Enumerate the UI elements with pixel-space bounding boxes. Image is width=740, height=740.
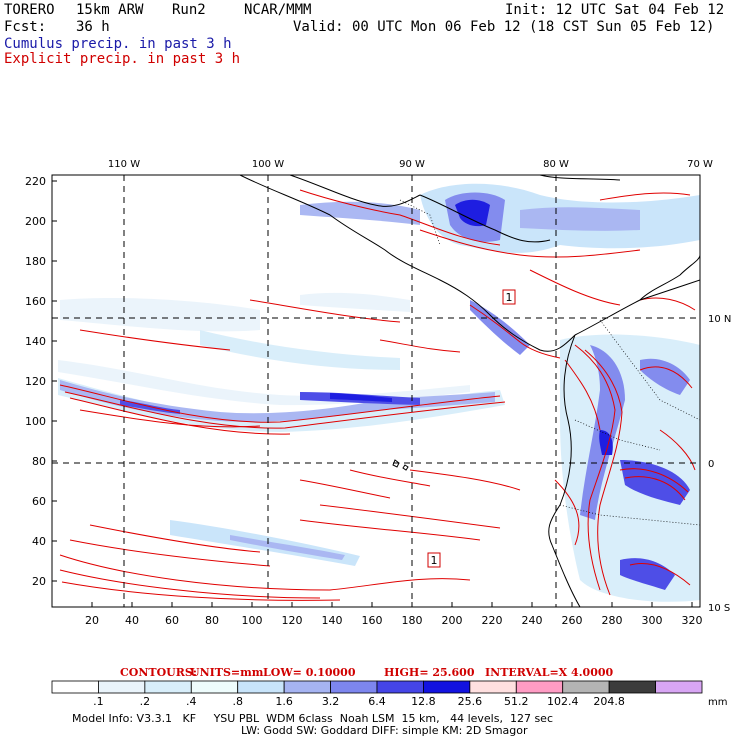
svg-text:110 W: 110 W [108,159,140,170]
x-tick-label: 40 [125,614,139,627]
colorbar-swatch [608,680,656,694]
svg-text:1: 1 [431,554,438,567]
y-tick-label: 20 [32,575,46,588]
lat-labels: 10 N 0 10 S [708,314,731,614]
x-tick-label: 280 [602,614,623,627]
x-tick-label: 140 [322,614,343,627]
svg-text:100 W: 100 W [252,159,284,170]
x-tick-label: 320 [682,614,703,627]
colorbar-swatch [190,680,239,694]
y-axis: 220 200 180 160 140 120 100 80 60 40 20 [25,175,57,588]
x-tick-label: 20 [85,614,99,627]
footer-model-info: Model Info: V3.3.1 KF YSU PBL WDM 6class… [72,712,553,725]
colorbar-swatch [562,680,610,694]
colorbar-label: .2 [140,695,151,708]
marker-1-south: 1 [427,552,441,568]
colorbar-label: 204.8 [593,695,625,708]
svg-text:90 W: 90 W [399,159,425,170]
y-tick-label: 220 [25,175,46,188]
x-tick-label: 300 [642,614,663,627]
footer-physics-info: LW: Godd SW: Goddard DIFF: simple KM: 2D… [241,724,528,737]
header-init: Init: 12 UTC Sat 04 Feb 12 [505,2,725,18]
map-frame [51,174,701,608]
colorbar-swatch [469,680,517,694]
y-tick-label: 80 [32,455,46,468]
y-tick-label: 140 [25,335,46,348]
header-fcst-label: Fcst: [4,19,47,35]
x-tick-label: 260 [562,614,583,627]
colorbar-swatch [237,680,285,694]
colorbar-label: 6.4 [368,695,386,708]
colorbar-swatch [515,680,564,694]
colorbar-unit: mm [708,697,727,708]
colorbar-label: 51.2 [504,695,529,708]
header-model: TORERO [4,2,55,18]
x-tick-label: 200 [442,614,463,627]
svg-text:0: 0 [708,459,714,470]
marker-1-north: 1 [502,289,516,305]
y-tick-label: 160 [25,295,46,308]
colorbar-swatch [51,680,99,694]
x-tick-label: 120 [282,614,303,627]
svg-text:10 N: 10 N [708,314,731,325]
x-tick-label: 60 [165,614,179,627]
colorbar-label: 1.6 [275,695,293,708]
lon-labels: 110 W 100 W 90 W 80 W 70 W [108,159,713,170]
colorbar-swatch [98,680,146,694]
y-tick-label: 200 [25,215,46,228]
latlon-grid [52,175,700,607]
colorbar-label: 102.4 [547,695,579,708]
colorbar-label: .1 [93,695,104,708]
y-tick-label: 100 [25,415,46,428]
colorbar-swatch [144,680,192,694]
svg-text:70 W: 70 W [687,159,713,170]
colorbar-label: .4 [186,695,197,708]
colorbar-label: .8 [232,695,243,708]
field-title-cumulus: Cumulus precip. in past 3 h [4,36,232,52]
x-tick-label: 180 [402,614,423,627]
colorbar: .1 .2 .4 .8 1.6 3.2 6.4 12.8 25.6 51.2 102.4 204.8 m… [51,680,727,708]
country-borders [399,199,700,526]
x-tick-label: 220 [482,614,503,627]
colorbar-swatch [376,680,424,694]
y-tick-label: 40 [32,535,46,548]
header-org: NCAR/MMM [244,2,312,18]
header-valid: Valid: 00 UTC Mon 06 Feb 12 (18 CST Sun … [293,19,715,35]
y-tick-label: 120 [25,375,46,388]
colorbar-swatch [330,680,378,694]
header-fcst-value: 36 h [76,19,110,35]
colorbar-label: 3.2 [322,695,340,708]
svg-text:80 W: 80 W [543,159,569,170]
coastlines [239,175,700,607]
colorbar-swatch [423,680,471,694]
field-title-explicit: Explicit precip. in past 3 h [4,51,241,67]
x-tick-label: 160 [362,614,383,627]
explicit-precip-contours [59,189,696,601]
x-tick-label: 100 [242,614,263,627]
x-axis: 20 40 60 80 100 120 140 160 180 200 220 240 260 280 30… [85,602,703,627]
svg-text:10 S: 10 S [708,603,730,614]
header-run: Run2 [172,2,206,18]
y-tick-label: 60 [32,495,46,508]
cumulus-precip-layer [58,183,700,602]
header-resolution: 15km ARW [76,2,144,18]
colorbar-label: 12.8 [411,695,436,708]
colorbar-label: 25.6 [458,695,483,708]
x-tick-label: 80 [205,614,219,627]
y-tick-label: 180 [25,255,46,268]
colorbar-swatch [655,680,703,694]
colorbar-swatch [283,680,331,694]
svg-text:1: 1 [506,291,513,304]
x-tick-label: 240 [522,614,543,627]
